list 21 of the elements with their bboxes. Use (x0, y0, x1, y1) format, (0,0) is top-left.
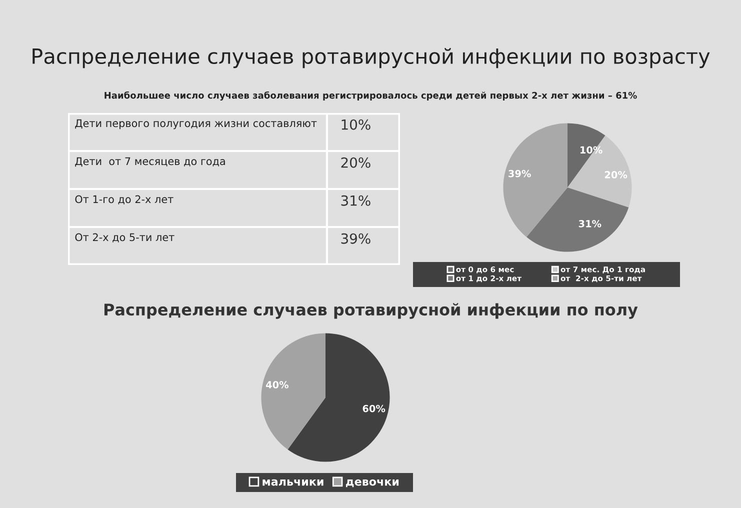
data-label: 31% (578, 220, 602, 228)
text: Дети от 7 месяцев до года (75, 157, 225, 167)
legend-label: мальчики (262, 479, 324, 486)
data-label: 60% (362, 404, 386, 412)
legend-label: девочки (346, 479, 399, 488)
pie-slice (288, 333, 390, 462)
pie-slice (503, 123, 568, 238)
text: 39% (341, 233, 370, 244)
pie-slice (568, 135, 632, 208)
text: Наибольшее число случаев заболевания регистрировалось среди детей первых 2-х лет жизни – 61% (104, 91, 637, 101)
text: Распределение случаев ротавирусной инфекции по возрасту (32, 48, 710, 68)
text: Дети первого полугодия жизни составляют (75, 119, 317, 130)
text: 20% (341, 157, 370, 168)
text: 31% (341, 195, 370, 206)
pie-slice (261, 333, 326, 450)
text: От 2-х до 5-ти лет (75, 233, 174, 242)
text: 10% (342, 119, 370, 130)
data-label: 40% (266, 381, 289, 388)
chart-title: Распределение случаев ротавирусной инфекции по полу (104, 303, 638, 319)
text: От 1-го до 2-х лет (75, 195, 174, 204)
data-label: 39% (508, 170, 531, 178)
